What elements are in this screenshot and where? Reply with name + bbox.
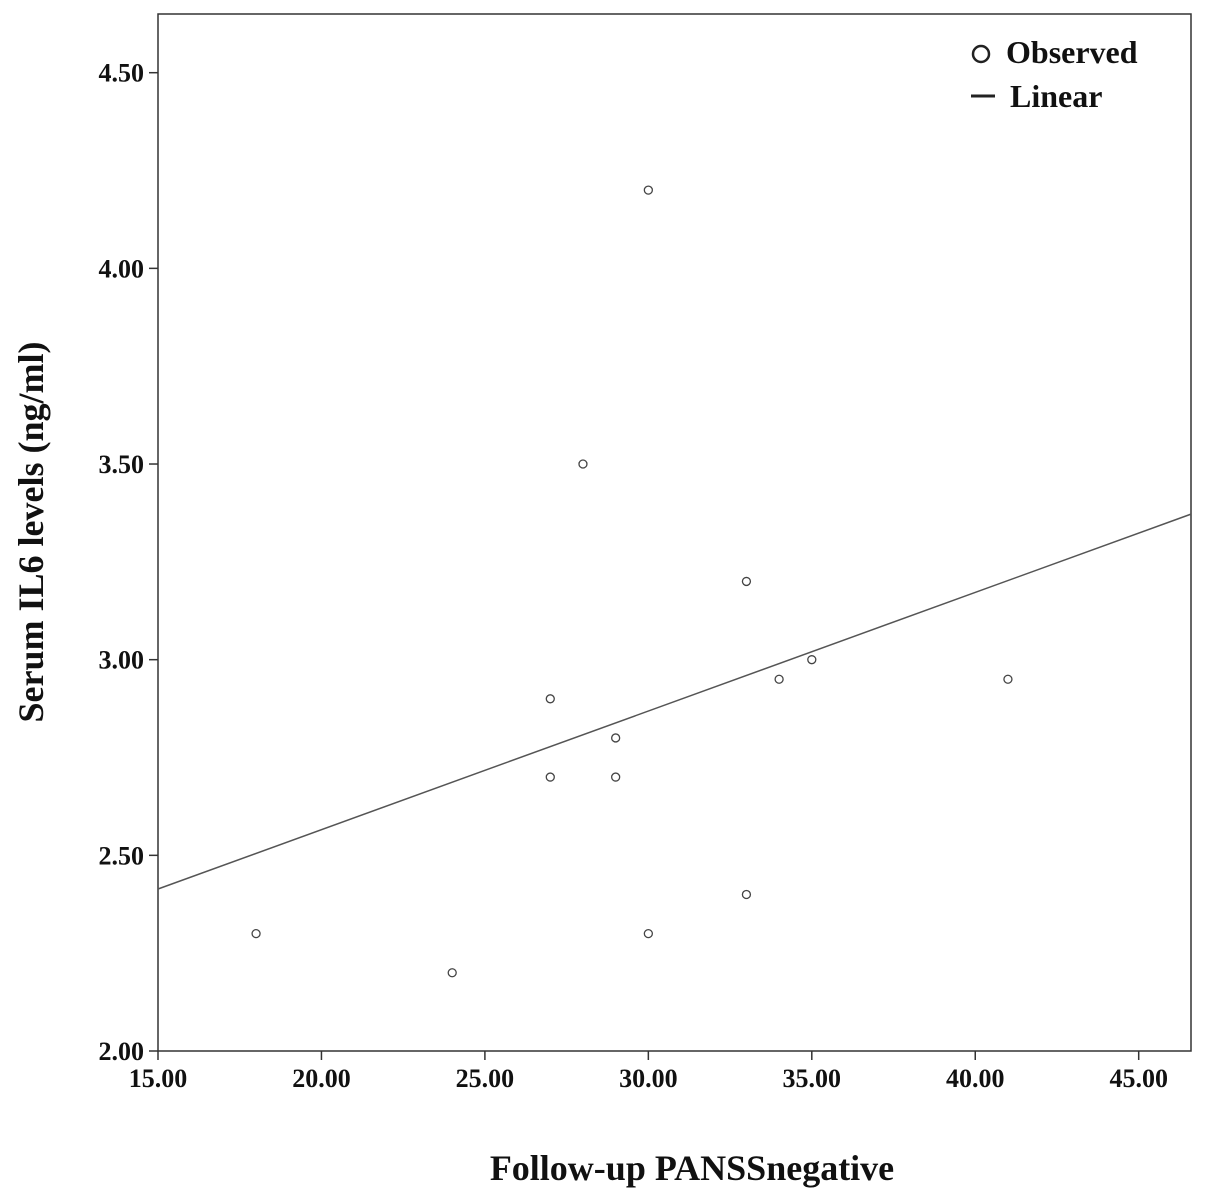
plot-frame — [157, 13, 1192, 1052]
x-tick-label: 35.00 — [783, 1064, 842, 1093]
data-point — [807, 655, 817, 665]
x-axis: 15.00 20.00 25.00 30.00 35.00 40.00 45.00 — [129, 1051, 1168, 1093]
linear-fit-line — [157, 513, 1192, 890]
observed-points — [251, 185, 1013, 978]
x-tick-label: 20.00 — [292, 1064, 351, 1093]
data-point — [447, 968, 457, 978]
data-point — [611, 733, 621, 743]
data-point — [1003, 674, 1013, 684]
data-point — [741, 889, 752, 900]
x-tick-label: 45.00 — [1109, 1064, 1168, 1093]
data-point — [545, 694, 555, 704]
data-point — [741, 576, 752, 587]
data-point — [251, 928, 261, 939]
y-tick-label: 4.50 — [99, 59, 145, 88]
y-tick-label: 3.50 — [99, 450, 145, 479]
data-point — [611, 772, 621, 782]
y-tick-label: 2.50 — [99, 841, 145, 870]
x-tick-label: 25.00 — [456, 1064, 515, 1093]
legend: Observed Linear — [971, 34, 1138, 114]
data-point — [774, 674, 784, 684]
legend-observed-marker — [971, 44, 991, 64]
data-point — [545, 772, 555, 782]
legend-linear-label: Linear — [1010, 78, 1102, 114]
y-axis-title: Serum IL6 levels (ng/ml) — [11, 342, 51, 723]
y-axis: 2.00 2.50 3.00 3.50 4.00 4.50 — [99, 59, 158, 1066]
x-tick-label: 40.00 — [946, 1064, 1005, 1093]
y-tick-label: 2.00 — [99, 1037, 145, 1066]
x-tick-label: 15.00 — [129, 1064, 188, 1093]
y-tick-label: 3.00 — [99, 646, 145, 675]
data-point — [643, 185, 653, 195]
data-point — [578, 459, 588, 469]
x-axis-title: Follow-up PANSSnegative — [490, 1148, 894, 1188]
data-point — [643, 928, 653, 939]
y-tick-label: 4.00 — [99, 254, 145, 283]
legend-observed-label: Observed — [1006, 34, 1138, 70]
x-tick-label: 30.00 — [619, 1064, 678, 1093]
